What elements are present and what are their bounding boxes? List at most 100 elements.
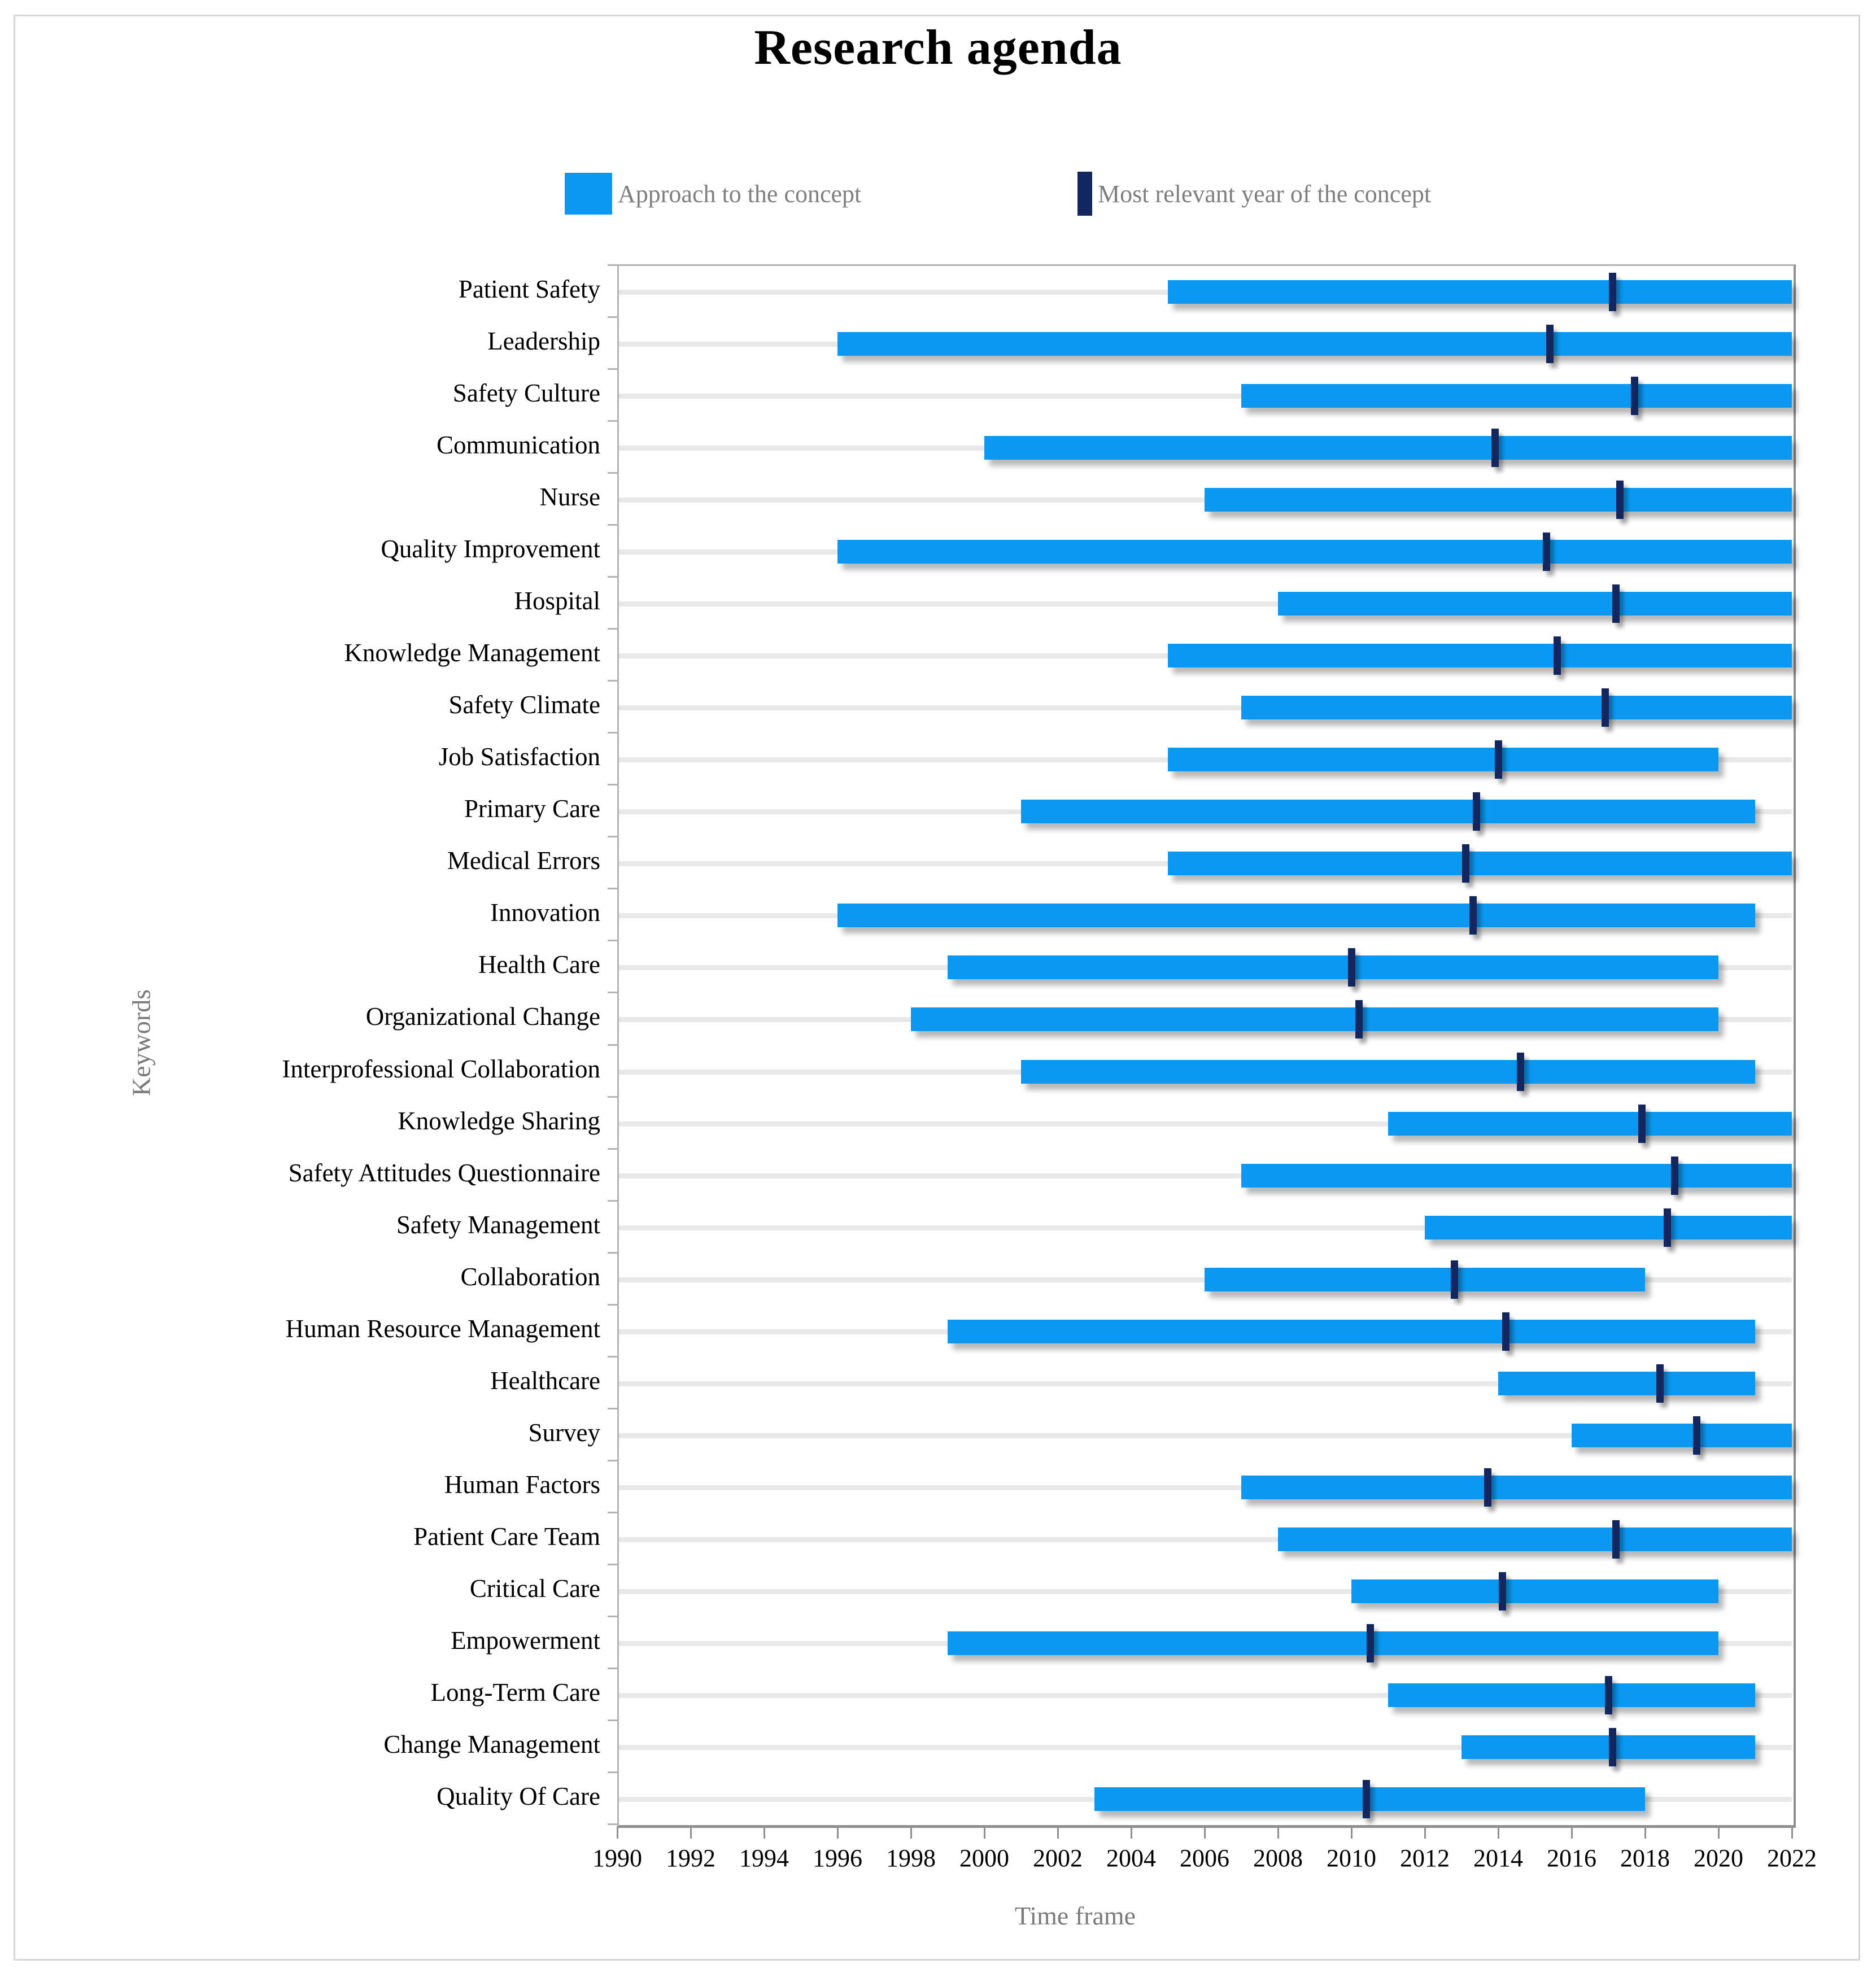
- concept-bar: [1168, 644, 1792, 668]
- y-tick: [608, 1667, 617, 1669]
- y-tick: [608, 1407, 617, 1409]
- row-gridline: [619, 1225, 1792, 1230]
- x-tick-label: 2018: [1620, 1844, 1670, 1872]
- peak-marker: [1601, 688, 1609, 727]
- y-tick: [608, 888, 617, 890]
- peak-marker: [1495, 740, 1502, 779]
- peak-marker: [1355, 1000, 1363, 1039]
- row-gridline: [619, 1588, 1792, 1594]
- peak-marker: [1484, 1468, 1491, 1507]
- row-gridline: [619, 1121, 1792, 1127]
- y-category-label: Innovation: [490, 898, 600, 927]
- x-tick: [910, 1826, 912, 1839]
- concept-bar: [1241, 696, 1792, 720]
- x-tick-label: 1998: [886, 1844, 936, 1872]
- concept-bar: [1168, 852, 1792, 876]
- concept-bar: [1388, 1683, 1755, 1707]
- y-tick: [608, 1355, 617, 1358]
- y-tick: [608, 1199, 617, 1202]
- peak-marker: [1608, 273, 1616, 312]
- y-tick: [608, 420, 617, 422]
- peak-marker: [1671, 1156, 1678, 1195]
- y-category-label: Patient Care Team: [413, 1522, 600, 1551]
- x-tick-label: 2008: [1253, 1844, 1303, 1872]
- x-tick: [837, 1826, 839, 1839]
- y-category-label: Knowledge Management: [344, 639, 600, 667]
- y-category-label: Long-Term Care: [430, 1678, 600, 1707]
- y-category-label: Job Satisfaction: [438, 743, 600, 771]
- peak-marker: [1502, 1312, 1509, 1351]
- peak-marker: [1630, 377, 1638, 416]
- y-tick: [608, 1303, 617, 1306]
- chart-title: Research agenda: [754, 20, 1122, 75]
- peak-marker: [1469, 896, 1477, 935]
- y-tick: [608, 1147, 617, 1150]
- y-tick: [608, 1511, 617, 1513]
- x-tick-label: 1994: [739, 1844, 789, 1872]
- x-tick-label: 1992: [666, 1844, 716, 1872]
- x-tick: [617, 1826, 618, 1839]
- x-tick-label: 2002: [1033, 1844, 1083, 1872]
- y-tick: [608, 576, 617, 578]
- y-tick: [608, 316, 617, 318]
- peak-marker: [1498, 1572, 1506, 1611]
- y-tick: [608, 472, 617, 474]
- concept-bar: [1461, 1735, 1755, 1759]
- concept-bar: [1168, 748, 1718, 772]
- y-category-label: Healthcare: [490, 1366, 600, 1395]
- y-tick: [608, 784, 617, 786]
- y-category-label: Empowerment: [451, 1626, 600, 1655]
- peak-marker: [1517, 1052, 1524, 1091]
- peak-marker: [1608, 1727, 1616, 1766]
- row-gridline: [619, 1692, 1792, 1698]
- peak-marker: [1451, 1260, 1458, 1299]
- y-category-label: Interprofessional Collaboration: [282, 1054, 600, 1083]
- x-tick-label: 2020: [1694, 1844, 1743, 1872]
- y-axis-title: Keywords: [126, 989, 156, 1097]
- y-tick: [608, 1044, 617, 1046]
- y-category-label: Safety Climate: [448, 691, 600, 719]
- peak-marker: [1366, 1624, 1374, 1662]
- y-category-label: Safety Attitudes Questionnaire: [288, 1158, 600, 1187]
- peak-marker: [1546, 325, 1554, 364]
- y-tick: [608, 264, 617, 266]
- x-tick-label: 2010: [1327, 1844, 1376, 1872]
- y-category-label: Safety Culture: [452, 379, 600, 408]
- concept-bar: [1168, 280, 1792, 304]
- peak-marker: [1616, 481, 1624, 520]
- concept-bar: [1572, 1423, 1792, 1447]
- y-tick: [608, 1096, 617, 1098]
- y-tick: [608, 1771, 617, 1773]
- concept-bar: [1425, 1215, 1792, 1240]
- y-category-label: Human Resource Management: [285, 1314, 600, 1343]
- x-tick: [1718, 1826, 1720, 1839]
- y-category-label: Collaboration: [460, 1262, 600, 1291]
- row-gridline: [619, 1433, 1792, 1438]
- concept-bar: [1021, 800, 1755, 824]
- x-tick-label: 2000: [959, 1844, 1009, 1872]
- x-tick-label: 2004: [1106, 1844, 1156, 1872]
- x-axis-title: Time frame: [1014, 1901, 1136, 1930]
- y-category-label: Critical Care: [469, 1574, 600, 1603]
- y-tick: [608, 524, 617, 526]
- concept-bar: [1278, 592, 1792, 616]
- x-tick: [1131, 1826, 1132, 1839]
- peak-marker-swatch-icon: [1077, 172, 1092, 216]
- y-category-label: Patient Safety: [458, 275, 600, 304]
- concept-bar: [984, 436, 1792, 460]
- concept-bar: [1021, 1059, 1755, 1084]
- approach-bar-swatch-icon: [565, 173, 612, 215]
- peak-marker: [1348, 948, 1355, 987]
- concept-bar: [948, 955, 1718, 980]
- x-tick-label: 2012: [1400, 1844, 1450, 1872]
- y-category-label: Leadership: [487, 327, 600, 356]
- x-tick: [1644, 1826, 1646, 1839]
- concept-bar: [1241, 1475, 1792, 1499]
- y-tick: [608, 1459, 617, 1461]
- x-tick: [764, 1826, 765, 1839]
- x-tick: [1498, 1826, 1499, 1839]
- y-category-label: Survey: [528, 1418, 601, 1447]
- row-gridline: [619, 1173, 1792, 1179]
- legend-approach-label: Approach to the concept: [618, 180, 862, 208]
